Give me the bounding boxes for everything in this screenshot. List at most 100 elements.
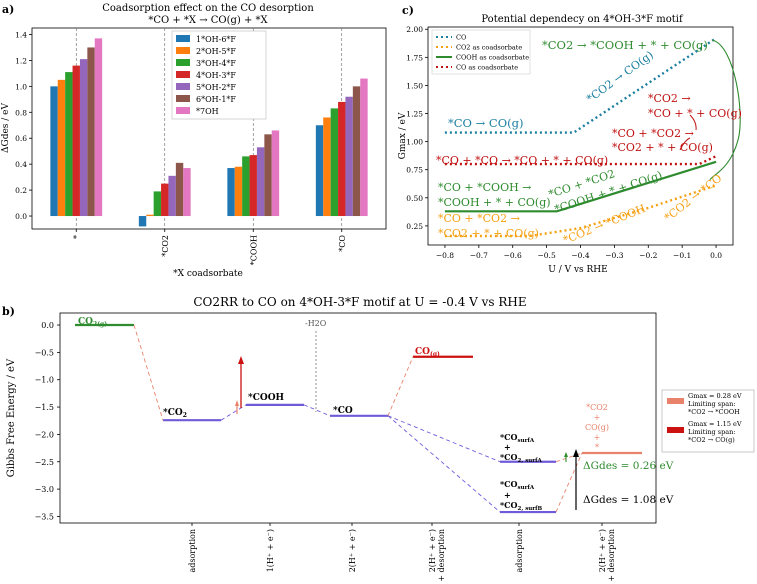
x-tick-label: 1(H⁺ + e⁻) <box>266 529 275 572</box>
connector-3 <box>387 356 414 416</box>
panel-b-y-label: Gibbs Free Energy / eV <box>6 358 17 477</box>
bar-1*OH-6*F <box>50 86 58 217</box>
y-tick-label: −0.5 <box>35 348 54 357</box>
y-tick-label: 0.2 <box>15 186 27 195</box>
bar-*7OH <box>360 78 368 217</box>
annotation-teal-co2-co: *CO2 → CO(g) <box>584 48 656 105</box>
annotation-green-cocooh-a: *CO + *COOH → <box>438 181 531 194</box>
connector-0 <box>133 324 164 421</box>
panel-a-x-label: *X coadsorbate <box>173 269 243 279</box>
panel-b-label: b) <box>2 305 15 318</box>
x-tick-label: 2(H⁺ + e⁻) <box>428 529 437 572</box>
annotation-red-co2-a: *CO2 → <box>648 92 691 105</box>
connector-2 <box>303 404 331 417</box>
label-cog: CO(g) <box>415 347 440 358</box>
arrow-salmon-up-head <box>235 400 239 406</box>
legend-label: COOH as coadsorbate <box>456 54 529 62</box>
bar-6*OH-1*F <box>352 86 361 217</box>
x-tick-label: 2(H⁺ + e⁻) <box>348 529 357 572</box>
x-tick-label: −0.4 <box>571 251 589 260</box>
x-tick-label: −0.2 <box>639 251 657 260</box>
panel-a-bars <box>50 38 368 227</box>
x-tick-label: adsorption <box>188 529 197 573</box>
x-tick-label: −0.6 <box>504 251 522 260</box>
legend-label: 3*OH-4*F <box>196 59 236 68</box>
annotation-red-co2-b: *CO + * + CO(g) <box>648 107 742 120</box>
panel-a-title: Coadsorption effect on the CO desorption <box>102 3 314 14</box>
x-tick-label: −0.5 <box>538 251 556 260</box>
panel-a-label: a) <box>2 3 14 16</box>
bar-1*OH-6*F <box>315 125 324 217</box>
side-legend-swatch-1 <box>667 398 684 404</box>
label-dgdes-1: ΔGdes = 0.26 eV <box>583 460 674 472</box>
annotation-orange-coco2-a: *CO + *CO2 → <box>438 212 520 225</box>
annotation-red-coco: *CO + *CO → *CO + * + CO(g) <box>436 154 608 167</box>
connector-6 <box>555 452 583 463</box>
bar-3*OH-4*F <box>242 156 250 217</box>
x-tick-label: 2(H⁺ + e⁻) <box>598 529 607 572</box>
panel-c-label: c) <box>402 4 414 17</box>
y-tick-label: 0.25 <box>406 222 423 231</box>
annotation-teal-co-co: *CO → CO(g) <box>448 116 524 130</box>
y-tick-label: 1.50 <box>406 81 423 90</box>
legend-label: 4*OH-3*F <box>196 71 236 80</box>
label-pink-stack: *CO2+CO(g)+* <box>585 403 609 452</box>
legend-swatch <box>176 47 190 54</box>
x-tick-label: −0.7 <box>470 251 488 260</box>
panel-c-x-label: U / V vs RHE <box>548 265 607 275</box>
x-tick-label: * <box>72 235 81 239</box>
pink-stack-line: * <box>595 443 599 452</box>
panel-c-red-curved-arrow <box>679 137 691 151</box>
y-tick-label: 1.4 <box>15 30 27 39</box>
series-line-1 <box>444 184 717 238</box>
bar-4*OH-3*F <box>338 101 346 217</box>
pink-stack-line: *CO2 <box>586 403 608 412</box>
y-tick-label: −2.0 <box>35 430 54 439</box>
legend-box <box>431 29 531 75</box>
connector-7 <box>555 452 583 513</box>
annotation-orange-co2-co: *CO2 → *CO <box>662 172 724 225</box>
panel-c-x-ticks: −0.8 −0.7 −0.6 −0.5 −0.4 −0.3 −0.2 −0.1 0.0 <box>436 245 722 260</box>
bar-3*OH-4*F <box>153 191 162 217</box>
x-tick-label: *COOH <box>249 235 258 265</box>
x-tick-label: 0.0 <box>710 251 722 260</box>
annotation-red-coco2-a: *CO + *CO2 → <box>612 127 694 140</box>
pink-stack-line: + <box>594 433 601 442</box>
label-surfA-plus: + <box>504 442 511 452</box>
x-tick-label: *CO2 <box>161 235 170 257</box>
bar-4*OH-3*F <box>249 155 257 217</box>
connector-4 <box>387 415 501 463</box>
bar-6*OH-1*F <box>264 134 272 217</box>
panel-a-subtitle: *CO + *X → CO(g) + *X <box>148 15 268 26</box>
series-line-2 <box>444 160 717 213</box>
label-h2o: -H2O <box>305 319 327 328</box>
x-tick-label: −0.8 <box>436 251 454 260</box>
panel-a: a) Coadsorption effect on the CO desorpt… <box>1 3 387 279</box>
x-tick-label: −0.3 <box>605 251 623 260</box>
bar-5*OH-2*F <box>79 59 88 217</box>
panel-a-x-ticks: * *CO2 *COOH *CO <box>72 229 347 265</box>
y-tick-label: −3.5 <box>35 512 54 521</box>
bar-5*OH-2*F <box>345 96 353 217</box>
legend-label: CO2 as coadsorbate <box>456 44 522 52</box>
panel-b-energy-levels <box>75 323 642 514</box>
label-co2g: CO2(g) <box>78 317 107 328</box>
panel-a-y-ticks: 0.0 0.2 0.4 0.6 0.8 1.0 1.2 1.4 <box>15 30 32 221</box>
annotation-red-coco2-b: *CO2 + * + CO(g) <box>612 141 713 154</box>
legend-label: 2*OH-5*F <box>196 47 236 56</box>
y-tick-label: 0.75 <box>406 166 423 175</box>
side-legend-line2-1: *CO2 → *COOH <box>688 408 740 416</box>
y-tick-label: 1.2 <box>15 56 27 65</box>
label-co: *CO <box>333 406 353 416</box>
legend-swatch <box>176 35 190 42</box>
series-line-3 <box>444 155 717 166</box>
panel-b-title: CO2RR to CO on 4*OH-3*F motif at U = -0.… <box>193 295 526 309</box>
panel-b-side-legend: Gmax = 0.28 eV Limiting span: *CO2 → *CO… <box>661 389 755 453</box>
connector-1 <box>220 404 247 421</box>
annotation-orange-coco2-b: *CO2 + * + CO(g) <box>438 227 539 240</box>
y-tick-label: −3.0 <box>35 485 54 494</box>
panel-c-y-label: Gmax / eV <box>398 112 408 159</box>
x-tick-label-2: + desorption <box>437 529 446 582</box>
side-legend-swatch-2 <box>667 427 684 433</box>
legend-label: *7OH <box>196 107 219 116</box>
